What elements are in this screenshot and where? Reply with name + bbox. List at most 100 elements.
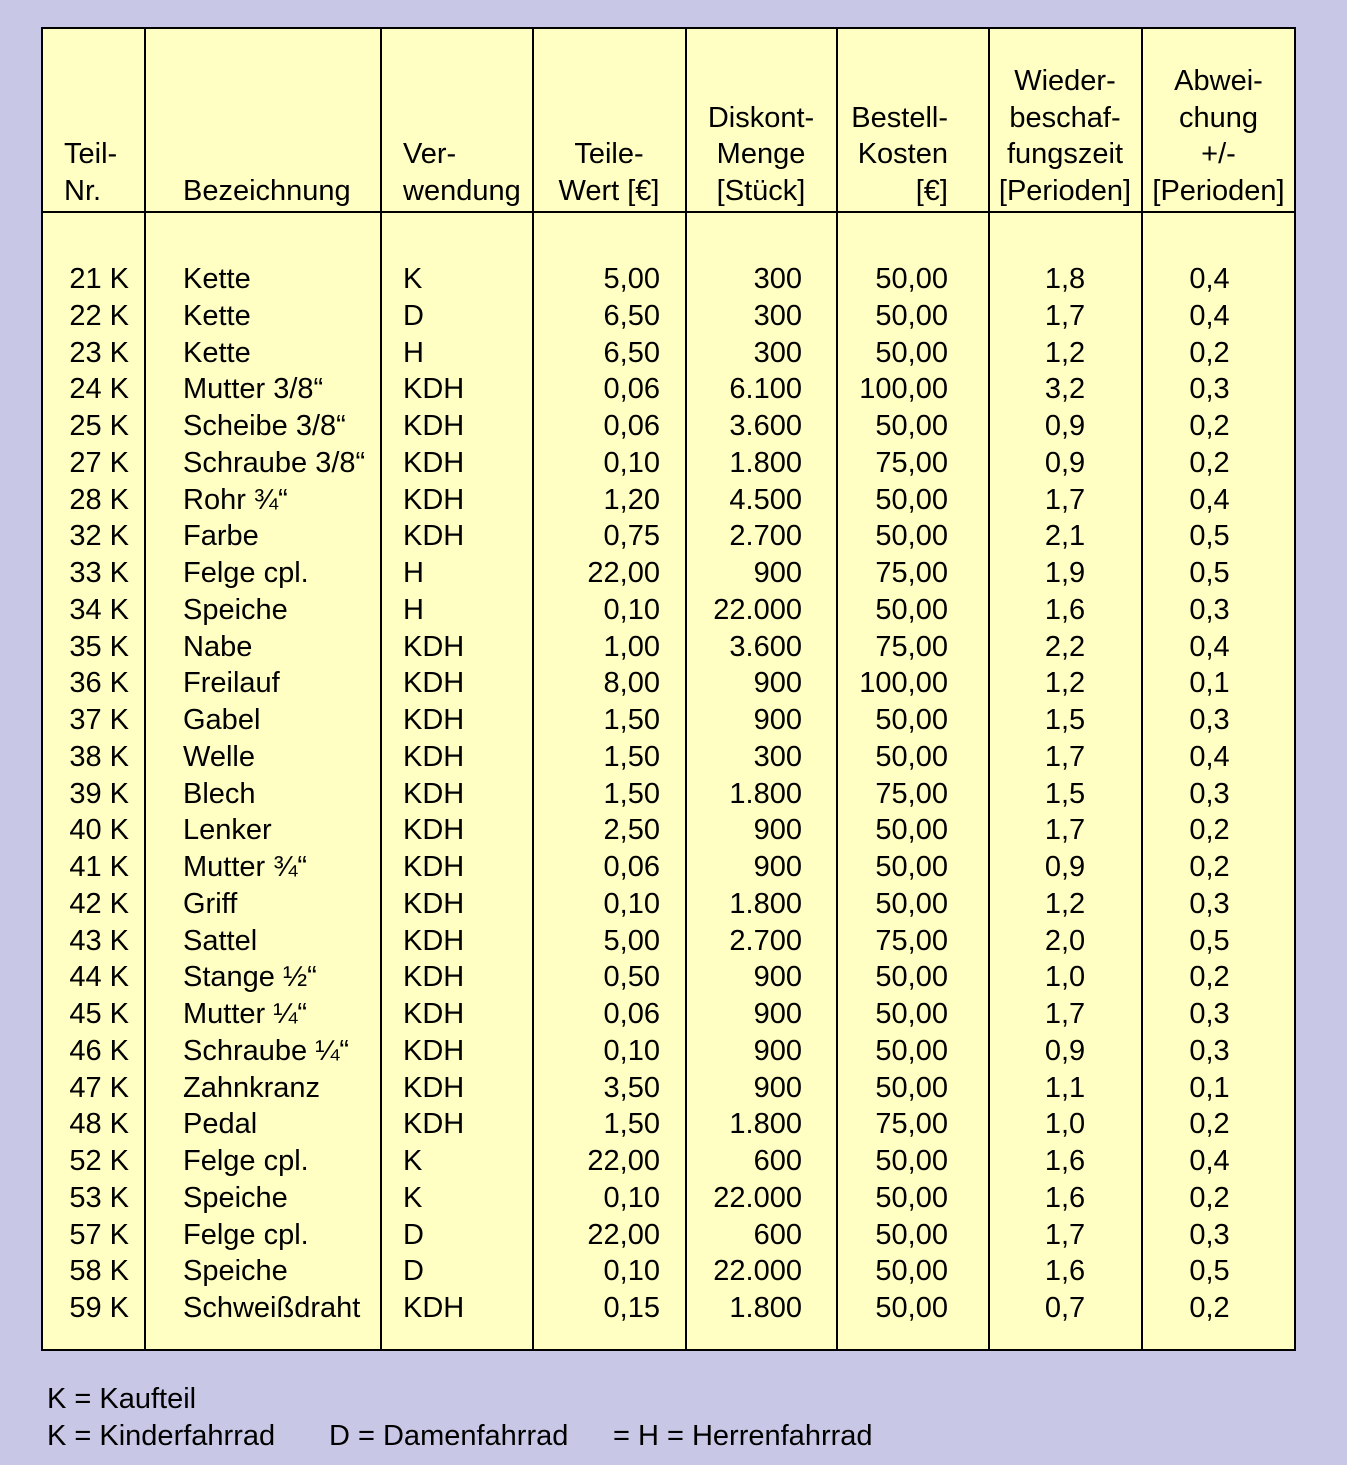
- cell-diskont-menge: 22.000: [713, 593, 802, 626]
- cell-teil-nr: 37 K: [69, 704, 129, 736]
- cell-bestell-kosten: 50,00: [875, 1145, 948, 1177]
- cell-bestell-kosten: 75,00: [875, 630, 948, 663]
- cell-verwendung: KDH: [403, 814, 465, 847]
- cell-bezeichnung: Schraube 3/8“: [183, 446, 366, 479]
- column-divider: [1141, 29, 1143, 1349]
- cell-abweichung: 0,4: [1189, 740, 1230, 773]
- cell-teil-nr: 34 K: [69, 593, 129, 626]
- cell-diskont-menge: 1.800: [729, 1292, 802, 1324]
- cell-abweichung: 0,2: [1189, 814, 1230, 847]
- table-row: 39 K Blech KDH 1,50 1.800 75,00 1,5 0,3: [43, 776, 1294, 813]
- table-row: 47 K Zahnkranz KDH 3,50 900 50,00 1,1 0,1: [43, 1070, 1294, 1107]
- cell-teil-nr: 40 K: [69, 814, 129, 847]
- cell-diskont-menge: 3.600: [729, 410, 802, 442]
- cell-teil-nr: 46 K: [69, 1034, 129, 1067]
- cell-verwendung: KDH: [403, 777, 465, 810]
- header-divider: [43, 211, 1294, 213]
- cell-bestell-kosten: 50,00: [875, 336, 948, 369]
- legend-damenfahrrad: D = Damenfahrrad: [329, 1420, 569, 1452]
- cell-abweichung: 0,3: [1189, 373, 1230, 406]
- cell-teile-wert: 1,50: [603, 777, 660, 810]
- cell-abweichung: 0,3: [1189, 593, 1230, 626]
- cell-verwendung: D: [403, 1218, 424, 1251]
- cell-teil-nr: 39 K: [69, 777, 129, 810]
- cell-bestell-kosten: 50,00: [875, 520, 948, 553]
- cell-verwendung: KDH: [403, 704, 465, 736]
- cell-verwendung: H: [403, 593, 424, 626]
- cell-verwendung: KDH: [403, 740, 465, 773]
- cell-abweichung: 0,2: [1189, 851, 1230, 883]
- cell-teil-nr: 38 K: [69, 740, 129, 773]
- cell-bezeichnung: Blech: [183, 777, 256, 810]
- cell-teile-wert: 0,15: [603, 1292, 660, 1324]
- table-row: 59 K Schweißdraht KDH 0,15 1.800 50,00 0,7 0,2: [43, 1290, 1294, 1327]
- cell-bezeichnung: Sattel: [183, 924, 258, 957]
- cell-abweichung: 0,5: [1189, 520, 1230, 553]
- cell-diskont-menge: 1.800: [729, 446, 802, 479]
- cell-bestell-kosten: 50,00: [875, 263, 948, 295]
- cell-bezeichnung: Freilauf: [183, 667, 280, 700]
- cell-wiederbeschaffungszeit: 1,6: [1044, 593, 1086, 626]
- cell-teile-wert: 6,50: [603, 336, 660, 369]
- cell-teile-wert: 0,10: [603, 887, 660, 920]
- cell-wiederbeschaffungszeit: 1,7: [1044, 814, 1086, 847]
- cell-bezeichnung: Rohr ¾“: [183, 483, 288, 516]
- cell-teil-nr: 36 K: [69, 667, 129, 700]
- cell-bezeichnung: Griff: [183, 887, 238, 920]
- cell-bezeichnung: Welle: [183, 740, 255, 773]
- cell-wiederbeschaffungszeit: 0,9: [1044, 1034, 1086, 1067]
- cell-bezeichnung: Farbe: [183, 520, 259, 553]
- cell-diskont-menge: 600: [753, 1145, 802, 1177]
- cell-verwendung: KDH: [403, 1108, 465, 1141]
- cell-bezeichnung: Pedal: [183, 1108, 258, 1141]
- cell-verwendung: H: [403, 336, 424, 369]
- cell-wiederbeschaffungszeit: 1,5: [1044, 704, 1086, 736]
- cell-teile-wert: 0,06: [603, 851, 660, 883]
- cell-teil-nr: 24 K: [69, 373, 129, 406]
- cell-verwendung: KDH: [403, 998, 465, 1030]
- table-row: 23 K Kette H 6,50 300 50,00 1,2 0,2: [43, 335, 1294, 372]
- cell-bestell-kosten: 100,00: [859, 373, 948, 406]
- cell-verwendung: KDH: [403, 630, 465, 663]
- cell-diskont-menge: 300: [753, 336, 802, 369]
- cell-abweichung: 0,5: [1189, 924, 1230, 957]
- cell-teile-wert: 1,50: [603, 704, 660, 736]
- cell-diskont-menge: 6.100: [729, 373, 802, 406]
- cell-diskont-menge: 3.600: [729, 630, 802, 663]
- cell-wiederbeschaffungszeit: 1,7: [1044, 299, 1086, 332]
- header-bezeichnung: Bezeichnung: [183, 174, 351, 207]
- cell-bestell-kosten: 50,00: [875, 887, 948, 920]
- column-divider: [988, 29, 990, 1349]
- cell-bestell-kosten: 50,00: [875, 814, 948, 847]
- cell-teile-wert: 0,50: [603, 961, 660, 994]
- cell-verwendung: D: [403, 1255, 424, 1288]
- cell-teile-wert: 6,50: [603, 299, 660, 332]
- cell-diskont-menge: 900: [753, 557, 802, 589]
- header-verwendung: Ver- wendung: [403, 138, 521, 207]
- column-divider: [380, 29, 382, 1349]
- cell-wiederbeschaffungszeit: 0,9: [1044, 851, 1086, 883]
- cell-abweichung: 0,3: [1189, 998, 1230, 1030]
- cell-wiederbeschaffungszeit: 1,5: [1044, 777, 1086, 810]
- cell-diskont-menge: 900: [753, 1071, 802, 1104]
- table-row: 38 K Welle KDH 1,50 300 50,00 1,7 0,4: [43, 739, 1294, 776]
- cell-teil-nr: 22 K: [69, 299, 129, 332]
- cell-verwendung: KDH: [403, 483, 465, 516]
- cell-teile-wert: 0,06: [603, 998, 660, 1030]
- cell-bestell-kosten: 50,00: [875, 998, 948, 1030]
- column-divider: [685, 29, 687, 1349]
- cell-bestell-kosten: 50,00: [875, 1218, 948, 1251]
- cell-verwendung: KDH: [403, 1071, 465, 1104]
- cell-bezeichnung: Schweißdraht: [183, 1292, 361, 1324]
- cell-teil-nr: 33 K: [69, 557, 129, 589]
- cell-bestell-kosten: 50,00: [875, 704, 948, 736]
- column-divider: [532, 29, 534, 1349]
- cell-diskont-menge: 300: [753, 740, 802, 773]
- cell-teil-nr: 58 K: [69, 1255, 129, 1288]
- cell-teile-wert: 22,00: [587, 1145, 660, 1177]
- cell-diskont-menge: 900: [753, 814, 802, 847]
- header-teile-wert: Teile- Wert [€]: [558, 138, 660, 207]
- cell-teil-nr: 32 K: [69, 520, 129, 553]
- cell-bezeichnung: Kette: [183, 263, 251, 295]
- cell-bestell-kosten: 50,00: [875, 851, 948, 883]
